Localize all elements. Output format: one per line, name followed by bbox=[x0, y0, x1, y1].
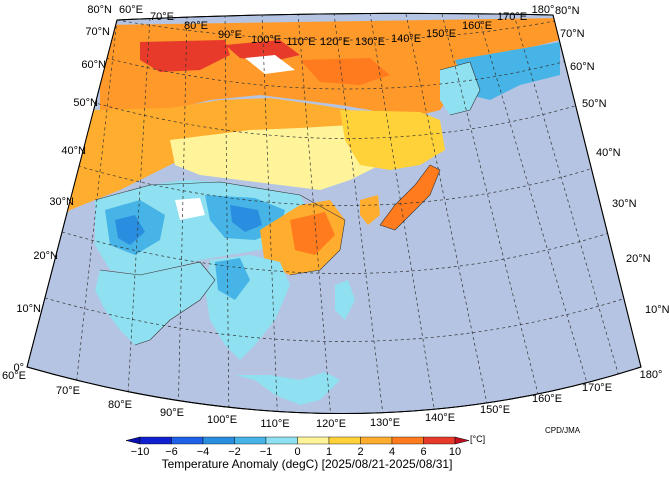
colorbar-segment bbox=[360, 436, 393, 445]
lon-label: 120°E bbox=[320, 36, 350, 48]
region-philippines bbox=[335, 280, 355, 320]
lon-label: 120°E bbox=[316, 418, 346, 430]
lon-label: 100°E bbox=[207, 414, 237, 426]
lat-label: 60°N bbox=[570, 61, 595, 73]
lat-label: 50°N bbox=[73, 97, 98, 109]
region-north-hot-3 bbox=[300, 58, 390, 85]
colorbar-tick-label: 0 bbox=[294, 446, 300, 458]
lon-label: 180° bbox=[532, 4, 555, 16]
colorbar-tick-label: −2 bbox=[228, 446, 241, 458]
lon-labels-top: 60°E 70°E 80°E 90°E 100°E 110°E 120°E 13… bbox=[119, 4, 554, 48]
region-indochina-cold bbox=[215, 258, 250, 300]
region-india-cool bbox=[95, 262, 215, 345]
region-north-hot-1 bbox=[140, 40, 230, 72]
region-maritime-cool bbox=[235, 372, 340, 405]
colorbar-tick-label: 1 bbox=[326, 446, 332, 458]
colorbar-tick-label: 10 bbox=[449, 446, 461, 458]
lat-label: 10°N bbox=[16, 303, 41, 315]
colorbar-segment bbox=[234, 436, 267, 445]
lon-label: 140°E bbox=[391, 33, 421, 45]
colorbar-high-arrow bbox=[454, 436, 470, 445]
colorbar-segment bbox=[328, 436, 361, 445]
lon-label: 130°E bbox=[370, 417, 400, 429]
colorbar: −10 −6 −4 −2 −1 0 1 2 4 6 10 bbox=[125, 436, 470, 458]
lon-label: 60°E bbox=[119, 4, 143, 16]
region-north-hot-2 bbox=[225, 40, 300, 62]
lon-label: 130°E bbox=[355, 36, 385, 48]
region-far-east-cool bbox=[455, 42, 560, 100]
lon-label: 90°E bbox=[218, 29, 242, 41]
region-japan-warm bbox=[380, 165, 440, 230]
lat-label: 80°N bbox=[555, 5, 580, 17]
region-tibet-colder bbox=[115, 215, 145, 245]
lat-labels-right: 10°N 20°N 30°N 40°N 50°N 60°N 70°N 80°N bbox=[555, 5, 669, 316]
lat-label: 60°N bbox=[81, 59, 106, 71]
region-central-asia bbox=[60, 98, 360, 220]
lon-label: 170°E bbox=[497, 11, 527, 23]
lat-labels-left: 0° 10°N 20°N 30°N 40°N 50°N 60°N 70°N 80… bbox=[13, 4, 112, 374]
map-border bbox=[26, 12, 642, 414]
lon-label: 110°E bbox=[260, 418, 289, 430]
lat-label: 20°N bbox=[33, 250, 58, 262]
lon-label: 150°E bbox=[426, 28, 456, 40]
region-korea-warm bbox=[360, 195, 380, 225]
lat-label: 70°N bbox=[85, 26, 110, 38]
lat-label: 40°N bbox=[596, 147, 621, 159]
lat-label: 50°N bbox=[582, 98, 607, 110]
colorbar-segment bbox=[265, 436, 298, 445]
lat-label: 30°N bbox=[612, 198, 637, 210]
lon-label: 160°E bbox=[532, 393, 562, 405]
colorbar-tick-label: 4 bbox=[389, 446, 395, 458]
colorbar-segment bbox=[423, 436, 456, 445]
colorbar-tick-label: 2 bbox=[357, 446, 363, 458]
lat-label: 0° bbox=[13, 362, 24, 374]
graticule bbox=[27, 13, 641, 414]
colorbar-tick-label: −4 bbox=[197, 446, 210, 458]
region-south-china-warmer bbox=[290, 212, 335, 255]
region-east-asia-slight-warm bbox=[340, 110, 445, 170]
credit-label: CPD/JMA bbox=[545, 426, 581, 435]
lat-label: 30°N bbox=[49, 196, 74, 208]
lon-label: 170°E bbox=[582, 382, 612, 394]
unit-label: [°C] bbox=[470, 434, 485, 444]
colorbar-segment bbox=[171, 436, 204, 445]
lon-label: 150°E bbox=[480, 404, 510, 416]
lon-label: 140°E bbox=[425, 412, 455, 424]
lon-label: 70°E bbox=[56, 385, 80, 397]
colorbar-low-arrow bbox=[125, 436, 141, 445]
colorbar-segment bbox=[139, 436, 172, 445]
lon-labels-bottom: 60°E 70°E 80°E 90°E 100°E 110°E 120°E 13… bbox=[2, 369, 662, 430]
lon-label: 80°E bbox=[108, 399, 132, 411]
lon-label: 180° bbox=[640, 369, 663, 381]
lon-label: 100°E bbox=[251, 34, 281, 46]
region-china-cold-core bbox=[230, 205, 262, 232]
region-far-east-slightly-cool bbox=[440, 62, 480, 115]
lat-label: 40°N bbox=[61, 145, 86, 157]
coastlines bbox=[94, 61, 481, 346]
colorbar-tick-label: −10 bbox=[131, 446, 150, 458]
colorbar-tick-label: 6 bbox=[420, 446, 426, 458]
lon-label: 70°E bbox=[150, 11, 174, 23]
lon-label: 60°E bbox=[2, 370, 26, 382]
lon-label: 90°E bbox=[160, 407, 184, 419]
colorbar-tick-label: −6 bbox=[165, 446, 178, 458]
map-caption: Temperature Anomaly (degC) [2025/08/21-2… bbox=[162, 457, 453, 471]
lat-label: 70°N bbox=[560, 28, 585, 40]
lon-label: 80°E bbox=[184, 20, 208, 32]
colorbar-tick-label: −1 bbox=[260, 446, 273, 458]
lat-label: 80°N bbox=[87, 4, 112, 16]
colorbar-segment bbox=[391, 436, 424, 445]
lon-label: 110°E bbox=[286, 36, 315, 48]
no-data-patch-2 bbox=[245, 55, 295, 74]
lon-label: 160°E bbox=[462, 20, 492, 32]
lat-label: 10°N bbox=[645, 304, 669, 316]
colorbar-segment bbox=[202, 436, 235, 445]
land-anomaly-fill bbox=[60, 18, 560, 405]
lat-label: 20°N bbox=[626, 253, 651, 265]
colorbar-segment bbox=[297, 436, 330, 445]
